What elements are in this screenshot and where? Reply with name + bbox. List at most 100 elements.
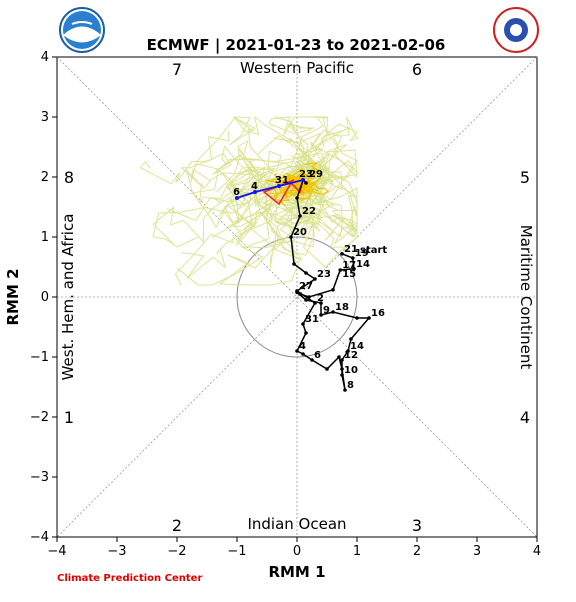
observed-date-label: 22 <box>302 206 316 217</box>
observed-date-label: 2 <box>317 293 324 304</box>
x-tick-label: 0 <box>293 544 301 559</box>
observed-point <box>338 268 343 272</box>
x-tick-label: −4 <box>47 544 66 559</box>
credit-text: Climate Prediction Center <box>57 573 202 584</box>
observed-point <box>313 301 317 305</box>
ensemble-core-line <box>305 182 330 195</box>
observed-point <box>313 277 317 281</box>
observed-point <box>340 373 344 377</box>
ensemble-core-line <box>304 161 319 184</box>
forecast-date-label: 4 <box>251 181 258 192</box>
y-tick-label: −2 <box>30 410 49 425</box>
observed-point <box>295 349 299 353</box>
observed-point <box>352 267 356 271</box>
observed-date-label: 9 <box>323 305 330 316</box>
phase-number: 5 <box>520 168 530 187</box>
observed-point <box>298 292 302 296</box>
noaa-logo <box>59 7 105 53</box>
forecast-date-label: 23 <box>299 169 313 180</box>
forecast-date-label: 29 <box>309 169 323 180</box>
phase-number: 1 <box>64 408 74 427</box>
observed-date-label: 14 <box>350 341 364 352</box>
ensemble-core-line <box>273 172 307 186</box>
phase-number: 3 <box>412 516 422 535</box>
observed-date-label: 17 <box>342 260 356 271</box>
observed-point <box>310 358 314 362</box>
ensemble-mean-point <box>253 190 257 194</box>
ensemble-member-line <box>152 165 307 245</box>
observed-date-label: 15 <box>342 269 356 280</box>
ensemble-members <box>139 115 358 286</box>
observed-date-label: 20 <box>293 227 307 238</box>
x-tick-label: −3 <box>107 544 126 559</box>
y-tick-label: −3 <box>30 470 49 485</box>
ensemble-member-line <box>176 182 324 286</box>
observed-date-label: 10 <box>344 365 358 376</box>
observed-point <box>292 262 296 266</box>
region-label-top: Western Pacific <box>240 59 354 77</box>
observed-date-label: 31 <box>305 314 319 325</box>
region-label-right: Maritime Continent <box>517 225 535 370</box>
ensemble-member-line <box>281 163 358 238</box>
nws-logo <box>493 7 539 53</box>
observed-date-label: 23 <box>317 269 331 280</box>
x-tick-label: 1 <box>353 544 361 559</box>
unit-circle <box>236 236 358 358</box>
observed-point <box>340 358 344 362</box>
chart-title: ECMWF | 2021-01-23 to 2021-02-06 <box>147 36 446 55</box>
ensemble-member-line <box>292 182 358 269</box>
phase-number: 8 <box>64 168 74 187</box>
y-tick-label: 2 <box>41 170 49 185</box>
observed-point <box>289 235 293 239</box>
y-tick-label: −4 <box>30 530 49 545</box>
observed-point <box>319 301 323 305</box>
y-tick-label: 3 <box>41 110 49 125</box>
observed-date-label: 14 <box>356 259 370 270</box>
observed-point <box>337 355 341 359</box>
ensemble-mean-point <box>277 184 281 188</box>
x-tick-label: 3 <box>473 544 481 559</box>
observed-point <box>343 388 347 392</box>
observed-point <box>304 181 308 185</box>
ensemble-core-line <box>274 182 308 203</box>
y-tick-label: 0 <box>41 290 49 305</box>
observed-point <box>304 271 308 275</box>
observed-point <box>349 337 353 341</box>
observed-point <box>319 313 323 317</box>
forecast-date-label: 6 <box>233 187 240 198</box>
ensemble-mean-point <box>235 196 239 200</box>
observed-date-label: 19 <box>355 248 369 259</box>
y-tick-label: 4 <box>41 50 49 65</box>
observed-point <box>340 367 344 371</box>
ensemble-member-line <box>139 152 307 185</box>
observed-date-label: 8 <box>347 380 354 391</box>
observed-point <box>304 298 308 302</box>
x-tick-label: 2 <box>413 544 421 559</box>
ensemble-member-line <box>268 116 325 184</box>
observed-point <box>307 295 311 299</box>
y-axis-label: RMM 2 <box>4 268 22 325</box>
ensemble-member-line <box>270 182 321 241</box>
observed-point <box>340 252 344 256</box>
y-tick-label: 1 <box>41 230 49 245</box>
phase-number: 6 <box>412 60 422 79</box>
region-label-bottom: Indian Ocean <box>247 515 346 533</box>
observed-date-label: 27 <box>299 281 313 292</box>
observed-date-label: 16 <box>371 308 385 319</box>
observed-point <box>355 316 359 320</box>
phase-number: 2 <box>172 516 182 535</box>
ensemble-mean-point <box>301 178 305 182</box>
y-tick-label: −1 <box>30 350 49 365</box>
observed-point <box>295 289 299 293</box>
ensemble-mean-line <box>236 179 304 199</box>
observed-point <box>295 196 299 200</box>
ensemble-range-outline <box>262 179 304 206</box>
observed-point <box>331 310 335 314</box>
ensemble-member-line <box>233 115 343 184</box>
forecast-date-label: 31 <box>275 175 289 186</box>
x-tick-label: 4 <box>533 544 541 559</box>
